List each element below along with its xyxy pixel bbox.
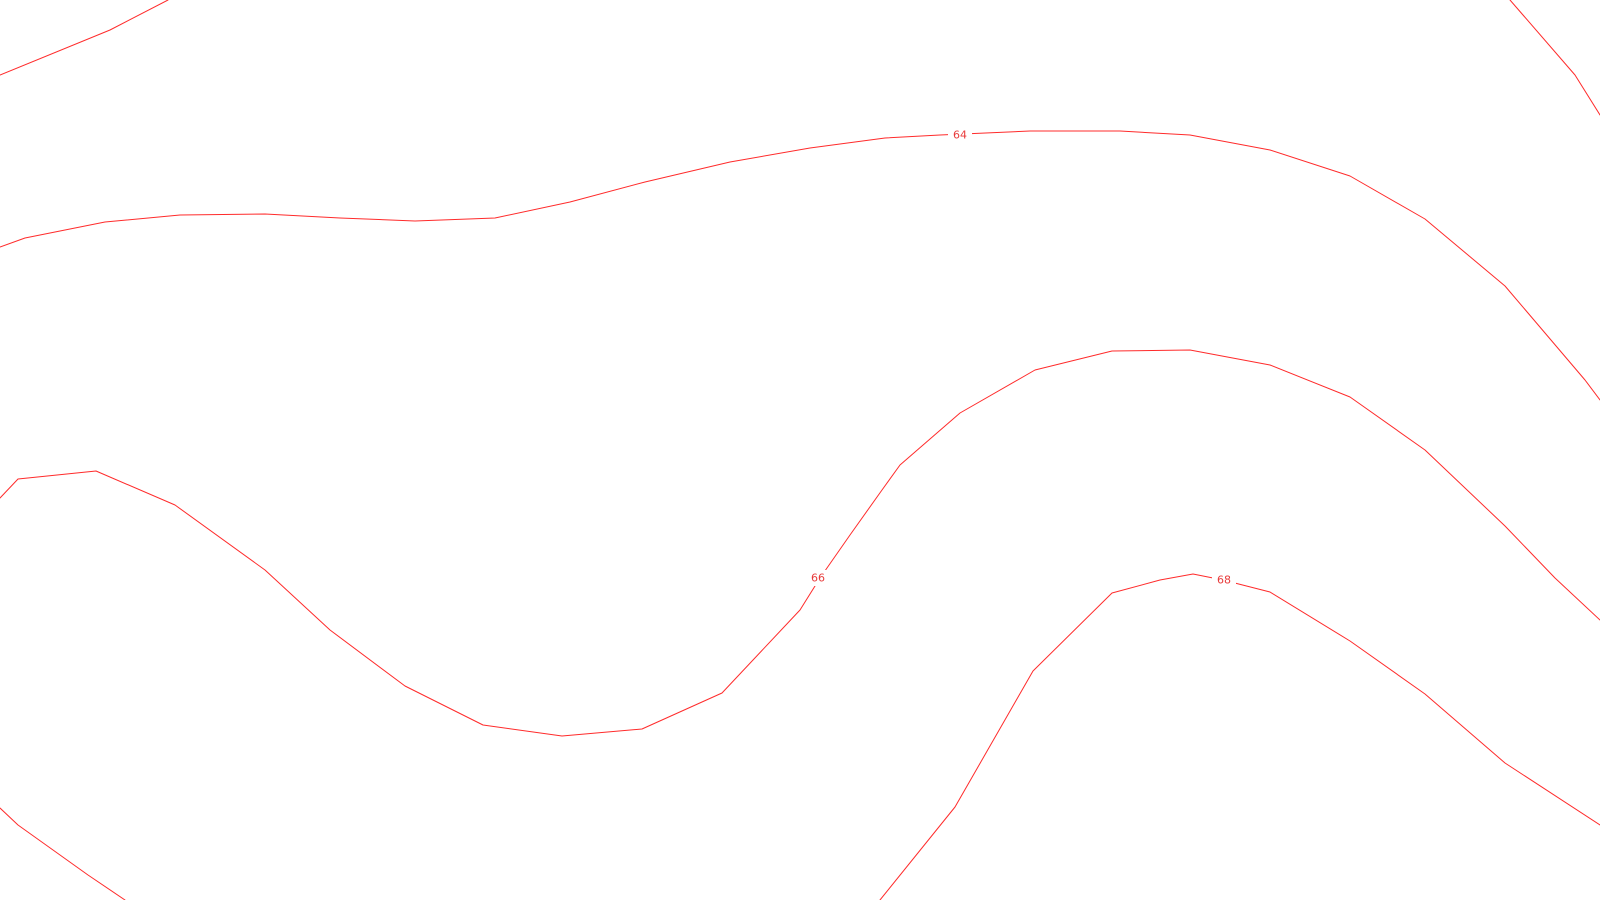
contour-64 xyxy=(0,130,1600,401)
contour-68 xyxy=(879,573,1600,900)
label-mask-66 xyxy=(806,570,830,586)
contour-label-68: 68 xyxy=(1217,574,1231,587)
contour-66 xyxy=(0,349,1600,737)
contour-label-64: 64 xyxy=(953,129,967,142)
contour-62-top-right xyxy=(1509,0,1600,116)
contour-62-top-left xyxy=(0,0,169,76)
contour-68-bottom-left xyxy=(0,807,126,900)
contour-label-66: 66 xyxy=(811,572,825,585)
label-mask-64 xyxy=(948,127,972,143)
label-mask-68 xyxy=(1212,572,1236,588)
